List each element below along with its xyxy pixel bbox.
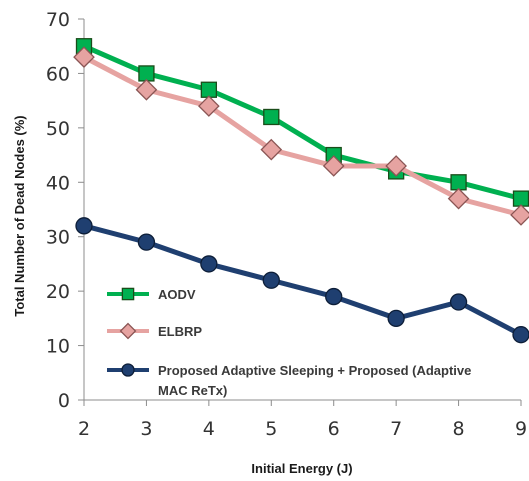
legend-marker-proposed bbox=[121, 363, 135, 377]
axes bbox=[83, 19, 521, 401]
y-tick-label: 60 bbox=[46, 63, 70, 85]
y-tick-label: 0 bbox=[58, 390, 70, 412]
x-tick-label: 9 bbox=[515, 418, 527, 440]
data-point-aodv bbox=[512, 190, 529, 207]
data-point-proposed bbox=[325, 287, 343, 306]
legend-item-aodv: AODV bbox=[107, 287, 196, 302]
data-point-proposed bbox=[75, 217, 93, 235]
data-point-elbrp bbox=[135, 78, 158, 101]
x-tick-label: 4 bbox=[203, 418, 215, 440]
legend-item-elbrp: ELBRP bbox=[107, 322, 202, 340]
x-tick-label: 6 bbox=[328, 418, 340, 440]
legend-label-aodv: AODV bbox=[158, 287, 196, 302]
y-tick-label: 20 bbox=[46, 281, 70, 303]
y-tick-label: 70 bbox=[46, 9, 70, 31]
data-point-aodv bbox=[138, 65, 155, 82]
series-aodv bbox=[75, 38, 529, 207]
x-tick-label: 8 bbox=[453, 418, 465, 440]
x-tick-label: 5 bbox=[265, 418, 277, 440]
series-proposed bbox=[75, 217, 529, 344]
data-point-proposed bbox=[262, 271, 280, 289]
y-tick-label: 50 bbox=[46, 118, 70, 140]
data-point-proposed bbox=[449, 293, 468, 311]
x-tick-label: 7 bbox=[390, 418, 402, 440]
legend-item-proposed: Proposed Adaptive Sleeping + Proposed (A… bbox=[107, 363, 471, 398]
data-point-aodv bbox=[263, 108, 280, 126]
y-tick-label: 30 bbox=[46, 227, 70, 249]
data-point-elbrp bbox=[510, 204, 529, 226]
legend: AODV ELBRP Proposed Adaptive Sleeping + Pr… bbox=[107, 287, 471, 398]
data-point-elbrp bbox=[322, 155, 345, 177]
series-line-elbrp bbox=[82, 54, 522, 218]
legend-label-elbrp: ELBRP bbox=[158, 324, 202, 339]
y-axis-ticks: 0 10 20 30 40 50 60 70 bbox=[46, 9, 84, 412]
data-point-elbrp bbox=[73, 46, 95, 68]
series-layer bbox=[73, 38, 529, 344]
legend-marker-aodv bbox=[121, 287, 135, 301]
data-point-aodv bbox=[200, 81, 218, 98]
x-tick-label: 3 bbox=[140, 418, 152, 440]
series-elbrp bbox=[73, 46, 529, 226]
data-point-aodv bbox=[450, 174, 467, 191]
data-point-elbrp bbox=[198, 95, 220, 117]
series-line-aodv bbox=[83, 43, 522, 202]
data-point-elbrp bbox=[260, 138, 283, 161]
data-point-proposed bbox=[200, 255, 218, 273]
data-point-proposed bbox=[512, 326, 529, 344]
series-line-proposed bbox=[83, 223, 523, 337]
data-point-elbrp bbox=[447, 187, 470, 210]
legend-marker-elbrp bbox=[119, 322, 137, 340]
x-axis-ticks: 2 3 4 5 6 7 8 9 bbox=[78, 400, 527, 440]
y-tick-label: 40 bbox=[46, 172, 70, 194]
data-point-proposed bbox=[137, 233, 156, 251]
x-axis-title: Initial Energy (J) bbox=[251, 461, 352, 476]
y-tick-label: 10 bbox=[46, 336, 70, 358]
x-tick-label: 2 bbox=[78, 418, 90, 440]
data-point-elbrp bbox=[385, 155, 407, 177]
data-point-proposed bbox=[387, 309, 405, 328]
legend-label-proposed: MAC ReTx) bbox=[158, 383, 227, 398]
legend-label-proposed: Proposed Adaptive Sleeping + Proposed (A… bbox=[158, 363, 471, 378]
y-axis-title: Total Number of Dead Nodes (%) bbox=[12, 115, 27, 316]
